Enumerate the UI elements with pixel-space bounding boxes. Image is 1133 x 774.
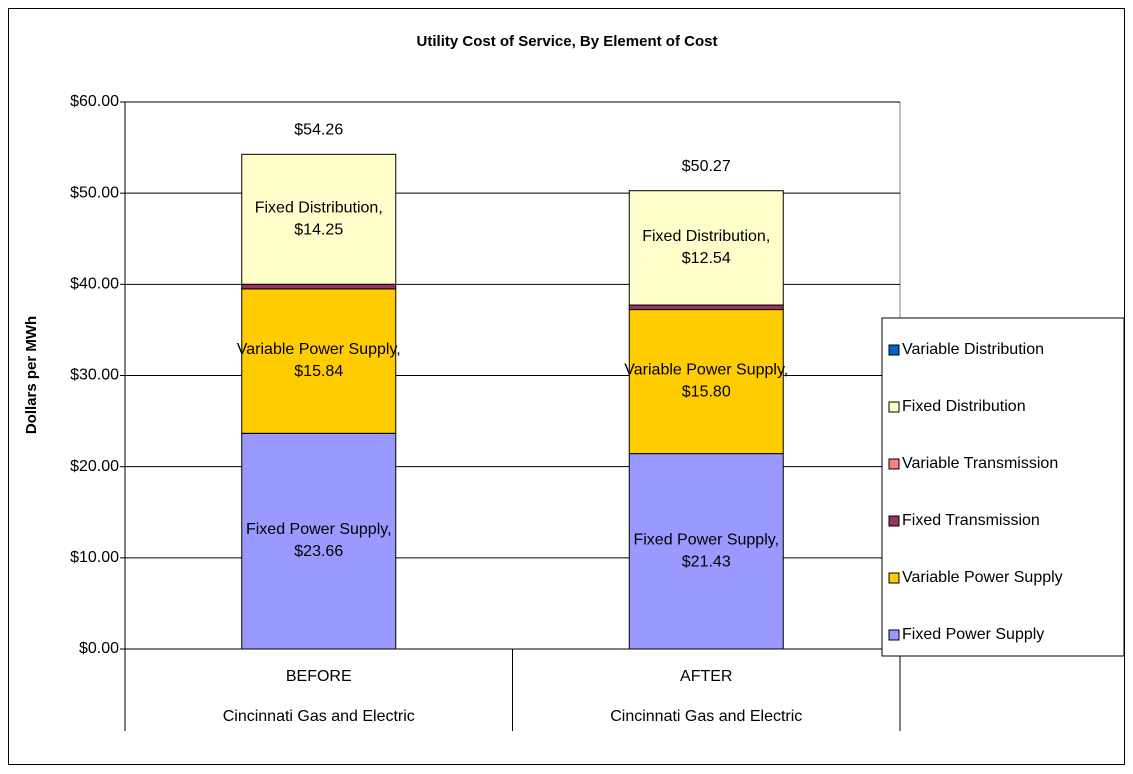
total-label: $54.26	[294, 122, 343, 139]
data-label: Fixed Power Supply, $23.66	[246, 521, 392, 560]
legend-label: Fixed Power Supply	[902, 626, 1044, 643]
bar-segment	[628, 309, 784, 455]
bar-segment	[241, 432, 397, 650]
data-label-line: Fixed Distribution,	[255, 200, 383, 217]
legend-box	[881, 317, 1125, 657]
legend-swatch	[888, 458, 900, 470]
chart-title: Utility Cost of Service, By Element of C…	[417, 33, 718, 50]
data-label: Variable Power Supply, $15.80	[624, 362, 788, 401]
group-label: Cincinnati Gas and Electric	[610, 708, 802, 725]
legend-label: Fixed Transmission	[902, 512, 1040, 529]
legend-label: Variable Distribution	[902, 341, 1044, 358]
data-label-line: Fixed Power Supply,	[246, 521, 392, 538]
bar-segment	[241, 153, 397, 285]
legend-label: Fixed Distribution	[902, 398, 1026, 415]
legend-swatch	[888, 344, 900, 356]
data-label-line: Fixed Power Supply,	[633, 532, 779, 549]
data-label-line: Variable Power Supply,	[237, 341, 401, 358]
data-label: Fixed Distribution, $12.54	[642, 228, 770, 267]
data-label-line: $12.54	[682, 250, 731, 267]
legend-swatch	[888, 572, 900, 584]
y-tick-label: $50.00	[70, 184, 119, 201]
legend-swatch	[888, 515, 900, 527]
data-label: Fixed Distribution, $14.25	[255, 200, 383, 239]
y-tick-label: $0.00	[79, 640, 119, 657]
group-label: Cincinnati Gas and Electric	[223, 708, 415, 725]
data-label-line: $15.84	[294, 363, 343, 380]
legend-swatch	[888, 629, 900, 641]
bar-segment	[241, 288, 397, 434]
data-label: Variable Power Supply, $15.84	[237, 341, 401, 380]
bar-segment	[628, 304, 784, 311]
data-label: Fixed Power Supply, $21.43	[633, 532, 779, 571]
legend-swatch	[888, 401, 900, 413]
y-tick-label: $10.00	[70, 549, 119, 566]
bar-segment	[628, 190, 784, 306]
y-axis-title: Dollars per MWh	[23, 316, 40, 434]
data-label-line: $15.80	[682, 384, 731, 401]
bar-segment	[241, 283, 397, 290]
data-label-line: Fixed Distribution,	[642, 228, 770, 245]
y-tick-label: $30.00	[70, 367, 119, 384]
total-label: $50.27	[682, 158, 731, 175]
x-tick-label: AFTER	[680, 668, 732, 685]
bar-segment	[628, 453, 784, 650]
y-tick-label: $20.00	[70, 458, 119, 475]
data-label-line: $21.43	[682, 554, 731, 571]
data-label-line: $23.66	[294, 543, 343, 560]
legend-label: Variable Power Supply	[902, 569, 1063, 586]
y-tick-label: $40.00	[70, 276, 119, 293]
data-label-line: Variable Power Supply,	[624, 362, 788, 379]
x-tick-label: BEFORE	[286, 668, 352, 685]
data-label-line: $14.25	[294, 222, 343, 239]
legend-label: Variable Transmission	[902, 455, 1058, 472]
y-tick-label: $60.00	[70, 93, 119, 110]
